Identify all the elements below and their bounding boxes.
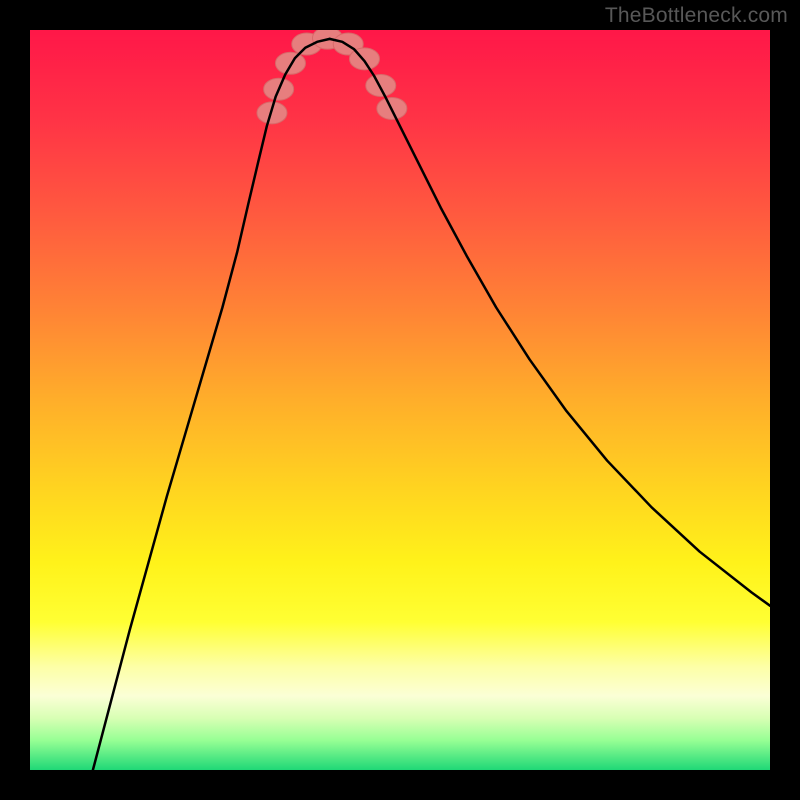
chart-background-gradient [30, 30, 770, 770]
chart-plot-area [30, 30, 770, 770]
curve-marker [366, 75, 396, 97]
bottleneck-curve-chart [30, 30, 770, 770]
watermark-text: TheBottleneck.com [605, 4, 788, 28]
curve-marker [349, 48, 379, 70]
